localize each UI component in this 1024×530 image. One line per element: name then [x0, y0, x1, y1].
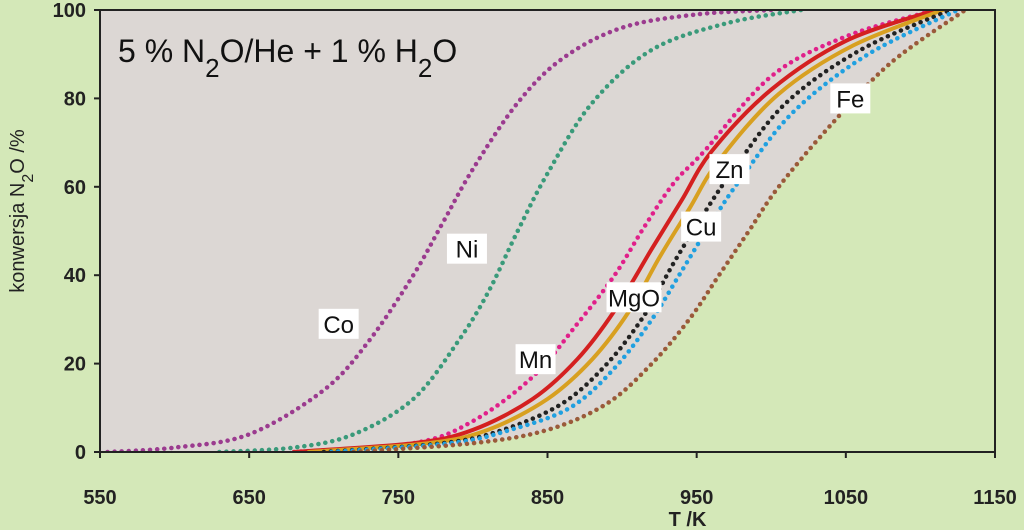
- y-tick-label: 40: [64, 265, 86, 287]
- x-tick-label: 1050: [824, 487, 869, 509]
- y-axis-ticks: 0 20 40 60 80 100: [53, 0, 100, 464]
- series-label-co: Co: [318, 308, 359, 339]
- series-label-text: Cu: [686, 215, 717, 242]
- x-tick-label: 950: [680, 487, 713, 509]
- y-tick-label: 20: [64, 354, 86, 376]
- series-label-box: [606, 282, 662, 313]
- series-label-text: Fe: [836, 86, 864, 113]
- series-label-box: [709, 154, 750, 185]
- series-label-box: [830, 83, 871, 114]
- x-tick-label: 1150: [973, 487, 1016, 509]
- series-label-text: Co: [323, 312, 354, 339]
- x-tick-label: 850: [531, 487, 564, 509]
- x-axis-label: T /K: [669, 509, 707, 530]
- x-tick-label: 750: [382, 487, 415, 509]
- series-label-box: [318, 308, 359, 339]
- series-label-ni: Ni: [446, 233, 487, 264]
- series-label-mgo: MgO: [606, 282, 662, 313]
- series-label-fe: Fe: [830, 83, 871, 114]
- series-label-box: [446, 233, 487, 264]
- series-label-mn: Mn: [515, 344, 556, 375]
- x-tick-label: 550: [83, 487, 116, 509]
- series-line-co: [105, 10, 774, 452]
- y-tick-label: 60: [64, 177, 86, 199]
- y-tick-label: 100: [53, 0, 86, 22]
- y-tick-label: 80: [64, 88, 86, 110]
- series-labels: Co Ni Mn MgO Cu Zn Fe: [318, 83, 871, 375]
- series-line-zn: [321, 10, 953, 452]
- series-label-text: Ni: [456, 237, 479, 264]
- series-line-mgo: [291, 10, 938, 452]
- series-line-cu: [306, 10, 945, 452]
- condition-annotation: 5 % N2O/He + 1 % H2O: [118, 33, 457, 83]
- series-label-box: [681, 211, 722, 242]
- series-label-text: Mn: [519, 347, 552, 374]
- series-line-unlabeled-6: [328, 10, 960, 452]
- series-label-box: [515, 344, 556, 375]
- y-tick-label: 0: [75, 442, 86, 464]
- series-line-ni: [217, 10, 804, 452]
- series-label-zn: Zn: [709, 154, 750, 185]
- series-label-text: Zn: [715, 157, 743, 184]
- x-axis-ticks: 550 650 750 850 950 1050 1150: [83, 452, 1017, 509]
- series-label-text: MgO: [608, 285, 660, 312]
- series-label-cu: Cu: [681, 211, 722, 242]
- x-tick-label: 650: [232, 487, 265, 509]
- fill-region: [353, 10, 995, 452]
- y-axis-label: konwersja N2O /%: [7, 129, 37, 293]
